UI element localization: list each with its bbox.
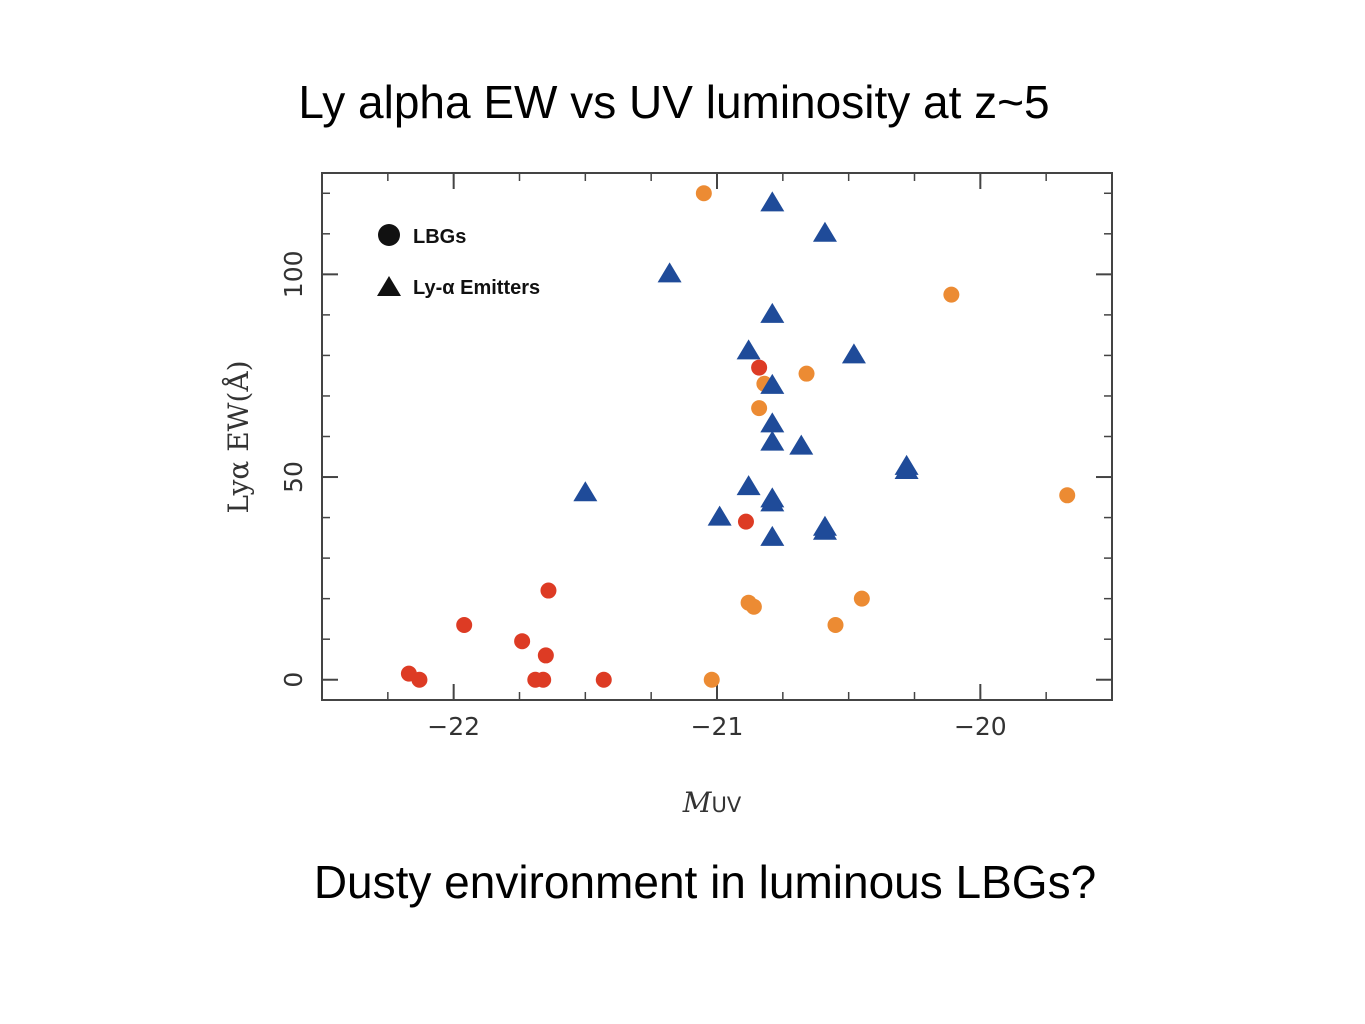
legend-circle-marker [378, 224, 400, 246]
lbg-point [456, 617, 473, 634]
y-axis-label: Lyα EW(Å) [222, 360, 255, 513]
plot-frame [321, 172, 1113, 701]
legend-label-lae: Ly-α Emitters [413, 277, 540, 299]
lae-point [841, 343, 866, 364]
slide-subtitle: Dusty environment in luminous LBGs? [313, 856, 1097, 908]
legend: LBGs Ly-α Emitters [377, 224, 540, 299]
lae-point [812, 519, 837, 540]
lae-point [760, 302, 785, 323]
legend-triangle-marker [377, 276, 401, 296]
x-axis-ticks: −22 −21 −20 [427, 173, 1007, 741]
lbg-point [411, 671, 428, 688]
lbg-point [703, 671, 720, 688]
lbg-point [695, 185, 712, 202]
x-tick-label: −20 [954, 712, 1007, 741]
lbg-point [751, 359, 768, 376]
x-axis-label-main: M [682, 786, 713, 819]
lae-point [573, 481, 598, 502]
lbg-point [943, 286, 960, 303]
lbg-point [535, 671, 552, 688]
lbg-point [737, 513, 754, 530]
lbg-point [514, 633, 531, 650]
lbg-point [745, 598, 762, 615]
lbg-point [798, 365, 815, 382]
minor-ticks [322, 173, 1112, 700]
lbg-point [751, 400, 768, 417]
x-tick-label: −21 [691, 712, 744, 741]
lae-point [736, 475, 761, 496]
lbg-point [540, 582, 557, 599]
lae-point [760, 373, 785, 394]
lae-point [736, 339, 761, 360]
x-axis-label-sub: UV [711, 793, 741, 817]
lae-point [760, 412, 785, 433]
y-tick-label: 100 [279, 250, 308, 298]
lae-point [657, 262, 682, 283]
lae-point [760, 191, 785, 212]
x-axis-label: MUV [682, 786, 742, 819]
y-axis-ticks: 0 50 100 [279, 250, 1112, 688]
lbg-point [595, 671, 612, 688]
y-tick-label: 50 [279, 461, 308, 493]
y-tick-label: 0 [279, 672, 308, 688]
lae-point [760, 491, 785, 512]
x-tick-label: −22 [427, 712, 480, 741]
lae-point [894, 458, 919, 479]
lbg-point [853, 590, 870, 607]
lbg-point [537, 647, 554, 664]
lae-point [760, 525, 785, 546]
lae-point [789, 434, 814, 455]
lae-point [707, 505, 732, 526]
lae-point [760, 430, 785, 451]
lbg-point [827, 617, 844, 634]
legend-label-lbgs: LBGs [413, 226, 466, 248]
data-points [400, 185, 1076, 688]
slide-title: Ly alpha EW vs UV luminosity at z~5 [298, 76, 1050, 128]
lbg-point [1059, 487, 1076, 504]
lae-point [812, 221, 837, 242]
